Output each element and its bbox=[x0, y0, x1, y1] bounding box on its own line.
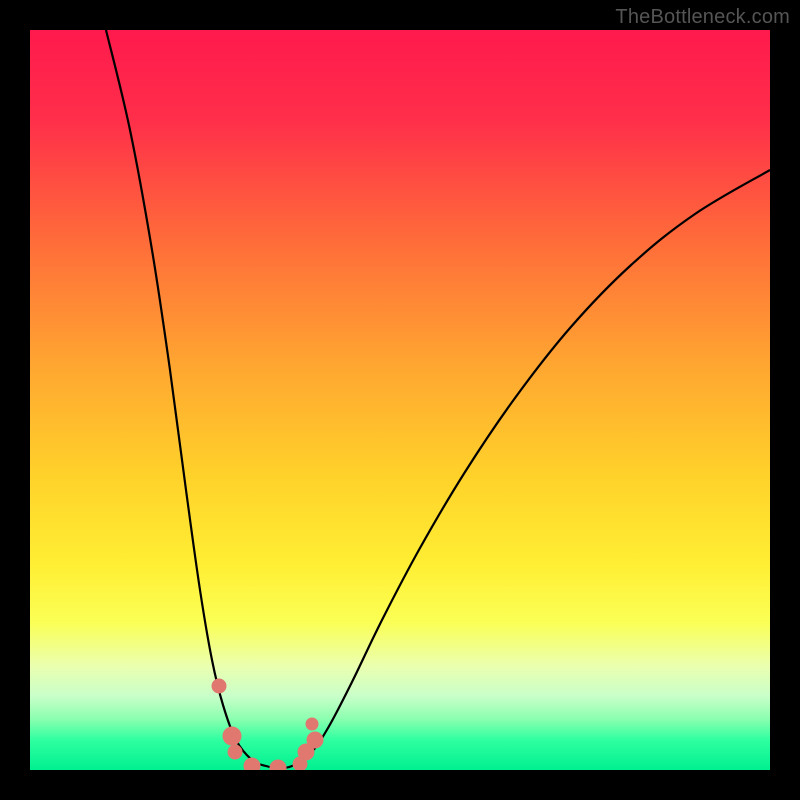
curve-marker bbox=[228, 745, 242, 759]
curve-marker bbox=[212, 679, 226, 693]
plot-background-gradient bbox=[30, 30, 770, 770]
bottleneck-curve-chart bbox=[0, 0, 800, 800]
curve-marker bbox=[306, 718, 318, 730]
curve-marker bbox=[223, 727, 241, 745]
chart-container: TheBottleneck.com bbox=[0, 0, 800, 800]
curve-marker bbox=[307, 732, 323, 748]
watermark-text: TheBottleneck.com bbox=[615, 6, 790, 29]
